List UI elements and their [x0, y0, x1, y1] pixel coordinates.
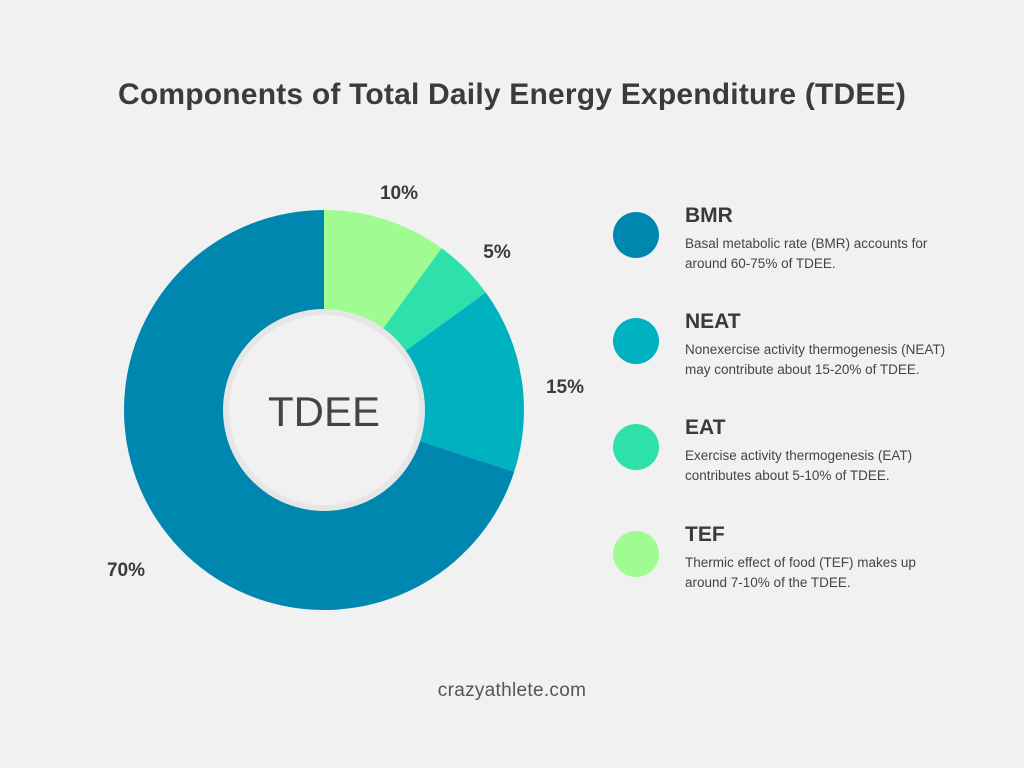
center-hole [229, 315, 419, 505]
legend-swatch-neat [613, 318, 659, 364]
footer-source: crazyathlete.com [437, 680, 587, 701]
slice-label: 70% [107, 560, 145, 581]
slice-label: 10% [380, 183, 418, 204]
legend-desc: Basal metabolic rate (BMR) accounts for … [685, 236, 928, 271]
legend-desc: Nonexercise activity thermogenesis (NEAT… [685, 342, 946, 377]
legend: BMR Basal metabolic rate (BMR) accounts … [613, 0, 1013, 768]
legend-desc: Thermic effect of food (TEF) makes up ar… [685, 555, 916, 590]
center-label: TDEE [268, 388, 380, 435]
legend-name: TEF [685, 523, 725, 546]
legend-name: NEAT [685, 310, 741, 333]
legend-swatch-tef [613, 531, 659, 577]
legend-desc: Exercise activity thermogenesis (EAT) co… [685, 448, 913, 483]
chart-title: Components of Total Daily Energy Expendi… [117, 78, 907, 111]
legend-swatch-bmr [613, 212, 659, 258]
legend-name: BMR [685, 204, 733, 227]
slice-label: 5% [483, 242, 511, 263]
slice-label: 15% [546, 377, 584, 398]
legend-swatch-eat [613, 424, 659, 470]
slice-15pct [324, 292, 524, 472]
legend-name: EAT [685, 416, 726, 439]
